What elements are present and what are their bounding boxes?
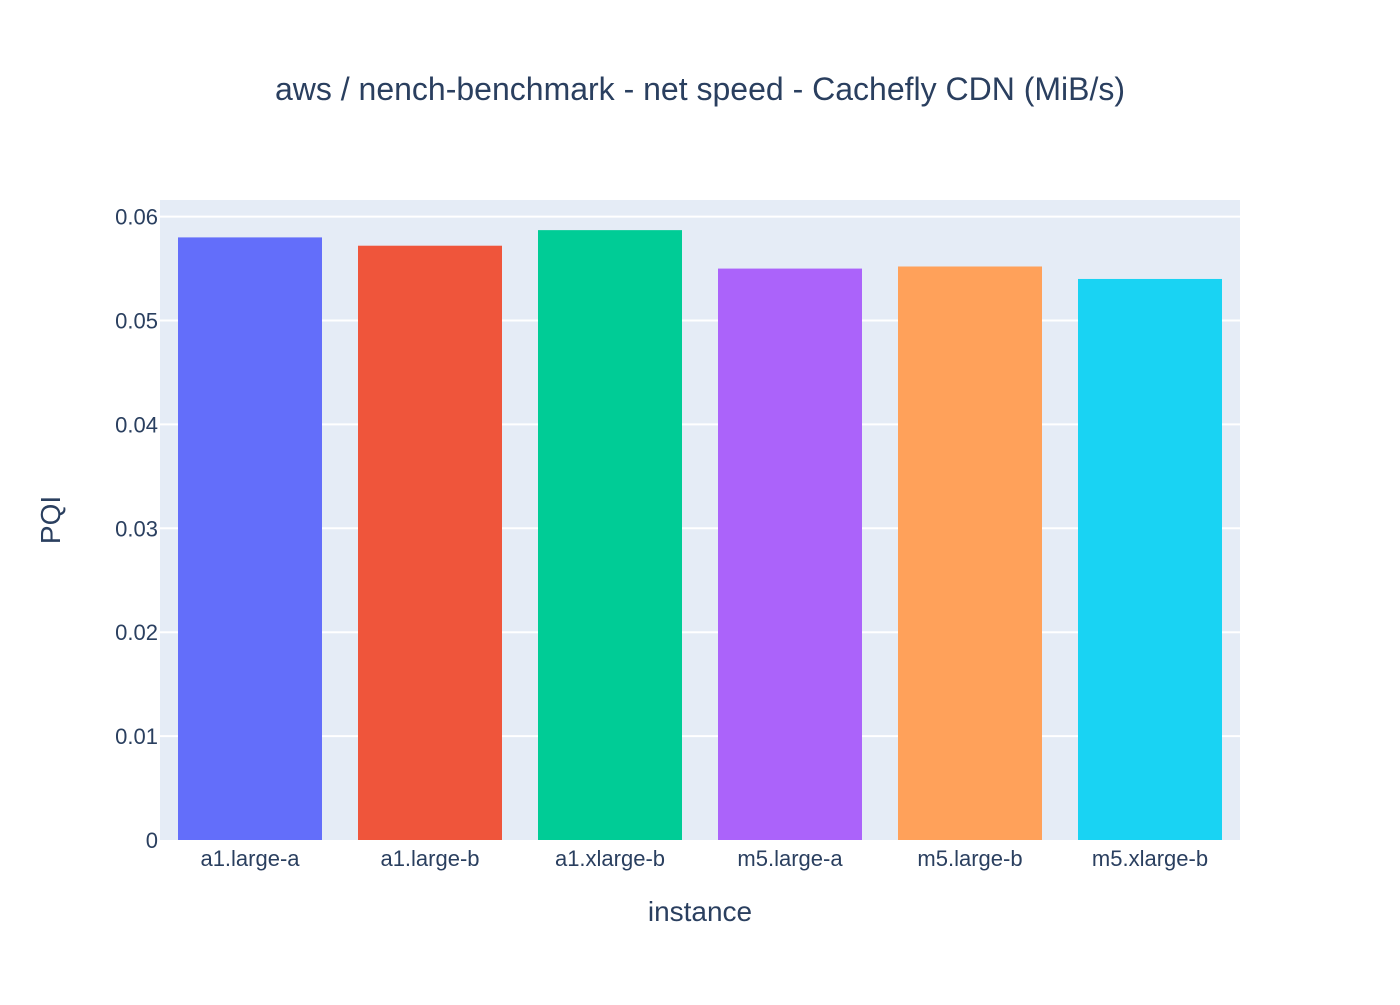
y-axis-title: PQI xyxy=(35,496,66,544)
chart-title: aws / nench-benchmark - net speed - Cach… xyxy=(275,71,1125,107)
x-tick-label: m5.large-b xyxy=(917,846,1022,871)
x-tick-label: a1.large-b xyxy=(380,846,479,871)
y-tick-label: 0.01 xyxy=(115,724,158,749)
x-tick-label: m5.large-a xyxy=(737,846,843,871)
bars xyxy=(178,230,1222,841)
y-tick-label: 0.02 xyxy=(115,620,158,645)
y-axis-ticks: 0 0.01 0.02 0.03 0.04 0.05 0.06 xyxy=(115,205,158,853)
bar-a1.large-a xyxy=(178,237,322,841)
x-axis-ticks: a1.large-a a1.large-b a1.xlarge-b m5.large-… xyxy=(200,846,1208,871)
y-tick-label: 0.03 xyxy=(115,516,158,541)
x-tick-label: m5.xlarge-b xyxy=(1092,846,1208,871)
bar-m5.large-a xyxy=(718,268,862,841)
x-tick-label: a1.large-a xyxy=(200,846,300,871)
bar-a1.xlarge-b xyxy=(538,230,682,840)
y-tick-label: 0 xyxy=(146,828,158,853)
bar-m5.large-b xyxy=(898,266,1042,840)
y-tick-label: 0.05 xyxy=(115,309,158,334)
plot-area xyxy=(160,200,1240,840)
bar-m5.xlarge-b xyxy=(1078,278,1222,840)
bar-a1.large-b xyxy=(358,245,502,840)
x-axis-title: instance xyxy=(648,896,752,927)
y-tick-label: 0.06 xyxy=(115,205,158,230)
y-tick-label: 0.04 xyxy=(115,412,158,437)
gridlines xyxy=(160,215,1240,738)
x-tick-label: a1.xlarge-b xyxy=(555,846,665,871)
